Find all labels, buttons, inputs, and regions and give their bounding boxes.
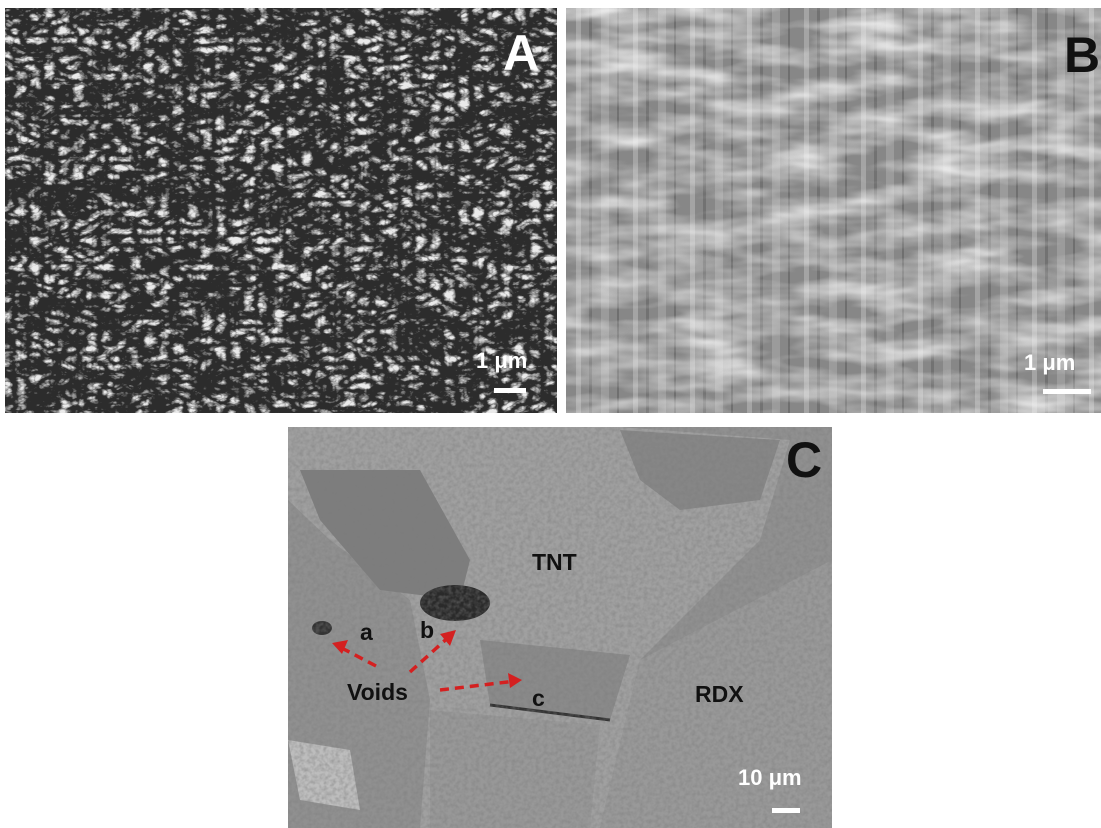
rdx-label: RDX (695, 681, 744, 707)
texture (566, 8, 1101, 413)
panel-label: C (786, 432, 822, 488)
void-a-label: a (360, 619, 373, 645)
scale-bar (494, 388, 526, 393)
tnt-label: TNT (532, 549, 577, 575)
texture (5, 8, 557, 413)
void-c-label: c (532, 685, 545, 711)
panel-a: A 1 μm (5, 8, 557, 413)
figure: A 1 μm B 1 μm C TNT RDX Voids a b c (0, 0, 1101, 828)
void-b-label: b (420, 617, 434, 643)
scale-bar (772, 808, 800, 813)
scale-bar (1043, 389, 1091, 394)
panel-b: B 1 μm (566, 8, 1101, 413)
scale-label: 1 μm (1024, 350, 1075, 375)
scale-label: 10 μm (738, 765, 802, 790)
voids-label: Voids (347, 679, 408, 705)
panel-label: B (1064, 27, 1100, 83)
scale-label: 1 μm (476, 348, 527, 373)
panel-label: A (503, 25, 539, 81)
panel-c: C TNT RDX Voids a b c 10 μm (288, 427, 832, 828)
